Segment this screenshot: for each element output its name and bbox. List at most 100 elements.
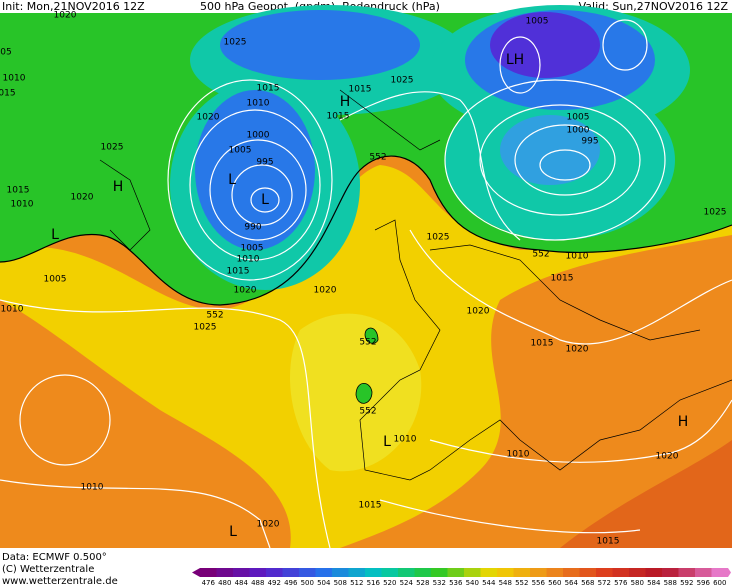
scale-label: 544 [482, 579, 496, 587]
isobar-label: 1005 [229, 146, 252, 156]
high-marker: H [678, 414, 689, 430]
scale-swatch [348, 568, 365, 577]
isobar-label: 1020 [467, 307, 490, 317]
scale-swatch [596, 568, 613, 577]
scale-swatch [249, 568, 266, 577]
scale-swatch [233, 568, 250, 577]
scale-arrow-right [728, 568, 731, 577]
isobar-label: 1010 [247, 99, 270, 109]
copyright: (C) Wetterzentrale [2, 564, 94, 575]
scale-label: 512 [350, 579, 363, 587]
scale-label: 536 [449, 579, 463, 587]
geopotential-label: 552 [369, 153, 386, 163]
scale-label: 528 [416, 579, 429, 587]
isobar-label: 1015 [349, 85, 372, 95]
scale-label: 600 [713, 579, 726, 587]
scale-label: 556 [532, 579, 546, 587]
scale-swatch [480, 568, 497, 577]
scale-label: 500 [301, 579, 314, 587]
isobar-label: 1025 [391, 76, 414, 86]
scale-swatch [530, 568, 547, 577]
isobar-label: 1015 [551, 274, 574, 284]
isobar-label: 1015 [597, 537, 620, 547]
isobar-label: 05 [0, 48, 11, 58]
scale-swatch [579, 568, 596, 577]
isobar-label: 1010 [507, 450, 530, 460]
scale-label: 496 [284, 579, 298, 587]
scale-swatch [645, 568, 662, 577]
scale-swatch [497, 568, 514, 577]
scale-swatch [678, 568, 695, 577]
isobar-label: 995 [256, 158, 273, 168]
isobar-label: 1010 [394, 435, 417, 445]
scale-swatch [216, 568, 233, 577]
isobar-label: 1005 [567, 113, 590, 123]
scale-swatch [563, 568, 580, 577]
isobar-label: 1020 [197, 113, 220, 123]
isobar-label: 1025 [704, 208, 727, 218]
scale-label: 560 [548, 579, 561, 587]
isobar-label: 1010 [1, 305, 24, 315]
scale-swatch [464, 568, 481, 577]
init-time: Init: Mon,21NOV2016 12Z [2, 0, 145, 13]
high-marker: H [340, 94, 351, 110]
scale-arrow-left [192, 568, 200, 577]
isobar-label: 1025 [427, 233, 450, 243]
isobar-label: 1020 [566, 345, 589, 355]
isobar-label: 1025 [224, 38, 247, 48]
isobar-label: 1020 [71, 193, 94, 203]
geopotential-label: 552 [206, 311, 223, 321]
scale-label: 568 [581, 579, 594, 587]
scale-label: 476 [202, 579, 216, 587]
scale-label: 564 [565, 579, 579, 587]
scale-label: 592 [680, 579, 693, 587]
isobar-label: 1015 [327, 112, 350, 122]
isobar-label: 1010 [237, 255, 260, 265]
low-marker: L [383, 434, 391, 450]
scale-swatch [447, 568, 464, 577]
valid-time: Valid: Sun,27NOV2016 12Z [579, 0, 729, 13]
isobar-label: 1005 [526, 17, 549, 27]
scale-swatch [513, 568, 530, 577]
scale-label: 576 [614, 579, 628, 587]
isobar-label: 1020 [656, 452, 679, 462]
isobar-label: 1000 [247, 131, 270, 141]
high-marker: H [113, 179, 124, 195]
scale-swatch [332, 568, 349, 577]
scale-label: 492 [268, 579, 281, 587]
isobar-label: 1015 [531, 339, 554, 349]
scale-label: 484 [235, 579, 249, 587]
isobar-label: 1020 [54, 11, 77, 21]
scale-label: 516 [367, 579, 381, 587]
scale-swatch [546, 568, 563, 577]
scale-label: 580 [631, 579, 644, 587]
isobar-label: 1000 [567, 126, 590, 136]
scale-label: 584 [647, 579, 661, 587]
scale-swatch [711, 568, 728, 577]
scale-label: 572 [598, 579, 611, 587]
scale-label: 540 [466, 579, 479, 587]
isobar-label: 1010 [3, 74, 26, 84]
isobar-label: 995 [581, 137, 598, 147]
geopotential-label: 552 [532, 250, 549, 260]
scale-label: 508 [334, 579, 347, 587]
low-high-marker: LH [506, 52, 524, 68]
isobar-label: 1020 [234, 286, 257, 296]
scale-swatch [282, 568, 299, 577]
geopotential-label: 552 [359, 407, 376, 417]
scale-swatch [662, 568, 679, 577]
scale-swatch [414, 568, 431, 577]
map [0, 5, 732, 549]
low-marker: L [228, 172, 236, 188]
scale-swatch [200, 568, 217, 577]
scale-swatch [398, 568, 415, 577]
isobar-label: 1010 [566, 252, 589, 262]
geopotential-label: 552 [359, 338, 376, 348]
isobar-label: 1025 [194, 323, 217, 333]
scale-swatch [381, 568, 398, 577]
scale-swatch [315, 568, 332, 577]
isobar-label: 1010 [11, 200, 34, 210]
data-source: Data: ECMWF 0.500° [2, 552, 107, 563]
scale-swatch [431, 568, 448, 577]
